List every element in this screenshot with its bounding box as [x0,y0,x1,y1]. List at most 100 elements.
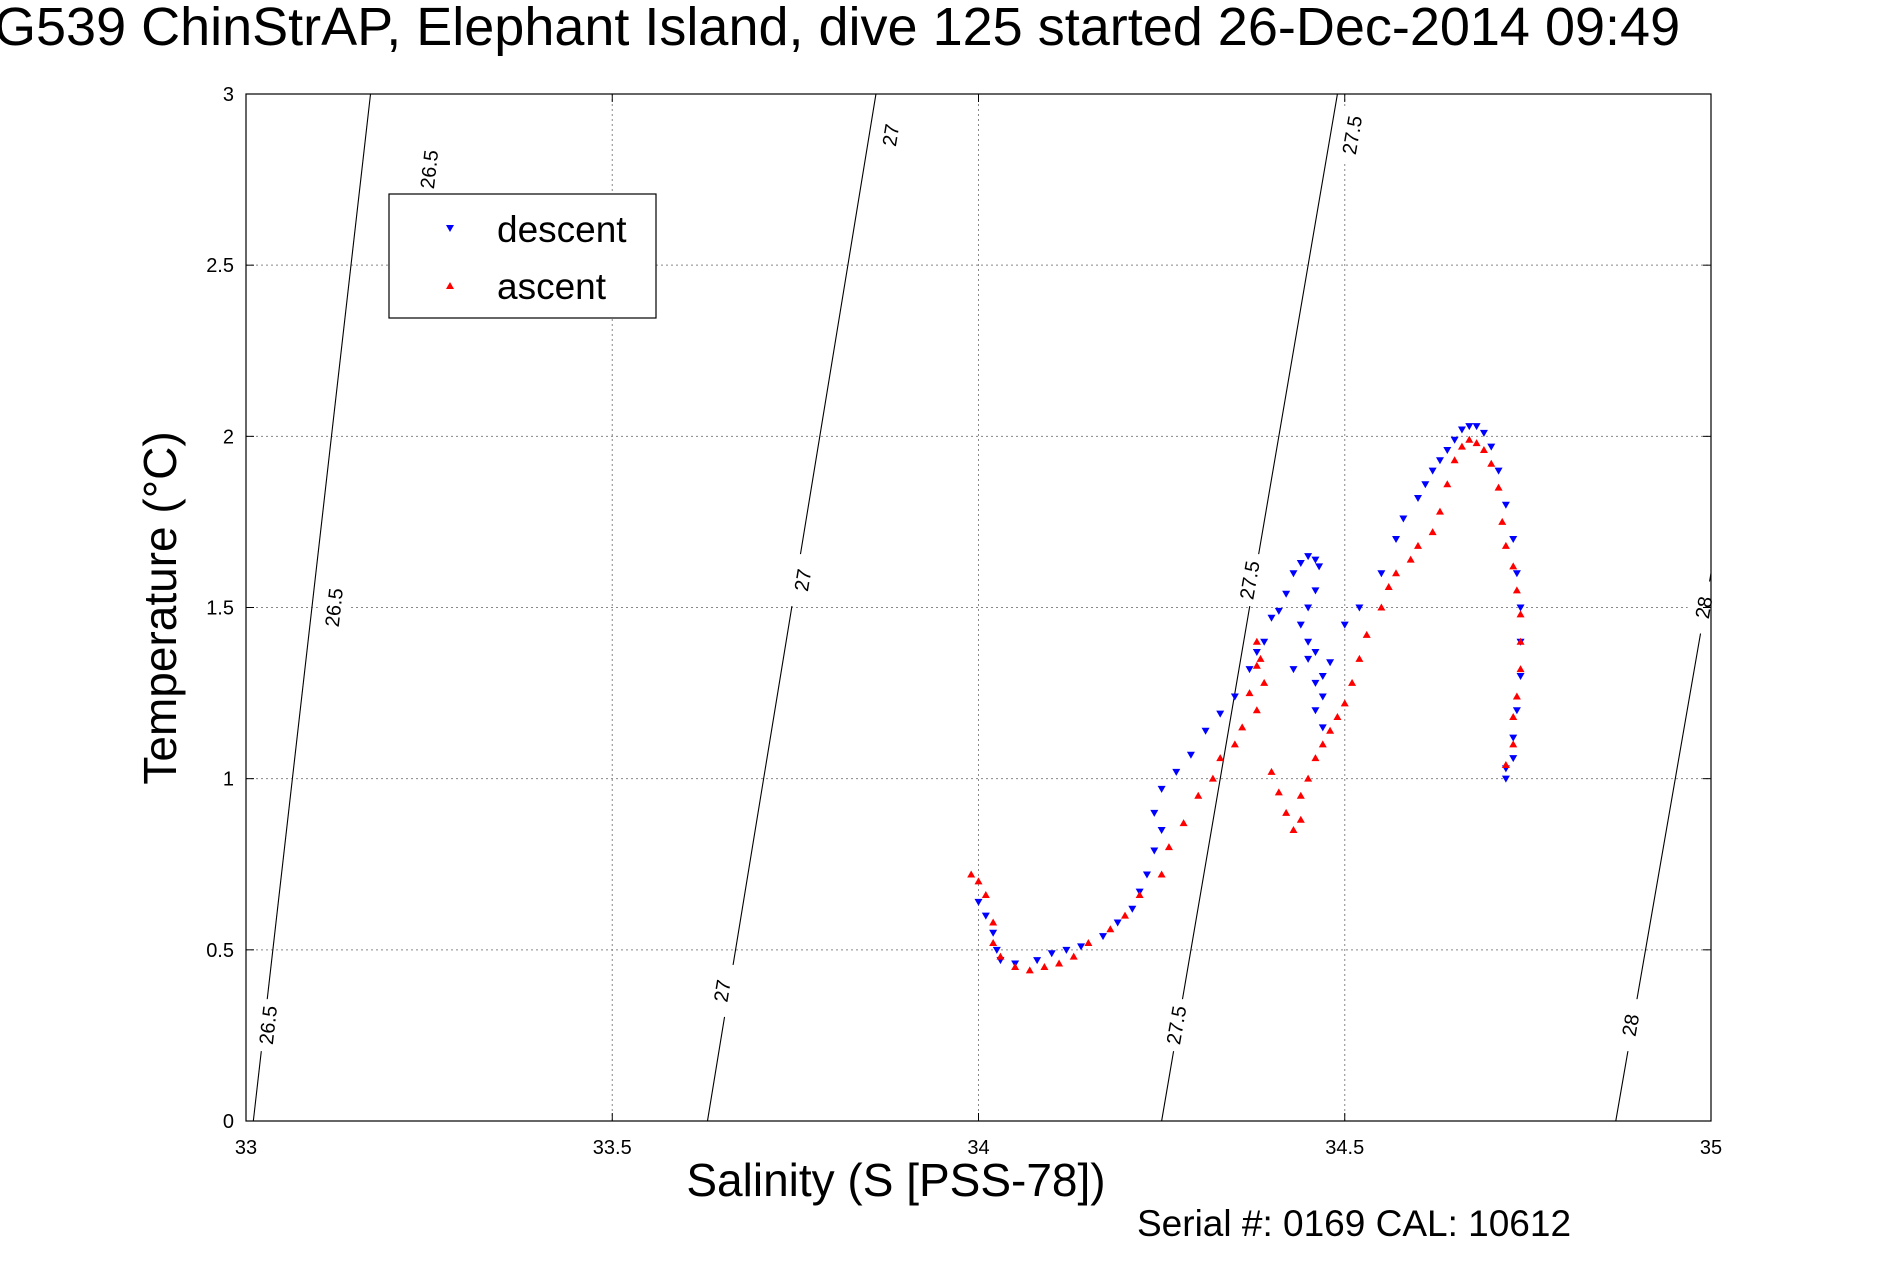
descent-point [1457,426,1466,434]
ascent-point [1318,740,1327,748]
descent-point [1443,447,1452,455]
ascent-point [1282,808,1291,816]
descent-point [1472,423,1481,431]
ascent-point [1194,791,1203,799]
x-tick-label: 34 [967,1137,989,1159]
descent-point [1062,946,1071,954]
descent-point [1304,638,1313,646]
ascent-point [1252,706,1261,714]
ascent-point [1164,843,1173,851]
ascent-point [1348,678,1357,686]
descent-point [1311,679,1320,687]
contour-label: 26.5 [322,587,348,628]
ascent-point [1106,925,1115,933]
descent-point [1296,559,1305,567]
descent-point [1186,751,1195,759]
descent-point [1516,672,1525,680]
legend-ascent-label: ascent [497,266,607,307]
data-points [967,423,1525,974]
ascent-point [1443,480,1452,488]
ascent-point [1304,774,1313,782]
x-tick-label: 33 [235,1137,257,1159]
axis-ticks: 33 33.5 34 34.5 35 0 0.5 1 1.5 2 2.5 3 [206,84,1722,1159]
descent-point [1414,494,1422,502]
ascent-point [1457,442,1466,450]
contour-label-bg [1233,554,1266,607]
descent-point [1296,621,1305,629]
ascent-point [1055,959,1064,967]
descent-point [1304,655,1313,663]
descent-point [1340,621,1349,629]
ascent-point [989,918,998,926]
descent-point [1267,614,1276,622]
ascent-point [1509,562,1518,570]
descent-point [989,929,998,937]
descent-point [1216,710,1225,718]
ascent-point [1512,692,1521,700]
y-tick-label: 0 [223,1111,234,1133]
descent-point [1150,847,1159,855]
contour-label-bg [413,143,446,196]
descent-point [1494,467,1503,475]
ascent-point [1084,938,1093,946]
ascent-point [1479,446,1488,454]
y-tick-label: 0.5 [206,940,234,962]
descent-point [1172,768,1181,776]
contour-label: 27 [710,978,735,1004]
ascent-point [1252,661,1261,669]
descent-point [1311,707,1320,715]
contour-label: 27 [791,568,816,594]
ascent-point [1238,723,1247,731]
descent-point [1428,467,1437,475]
ascent-point [1311,754,1320,762]
descent-point [1421,481,1430,489]
ascent-point [1377,603,1386,611]
ascent-point [1289,826,1298,834]
x-axis-label: Salinity (S [PSS-78]) [686,1154,1105,1206]
ascent-point [1450,456,1459,464]
ascent-point [967,870,976,878]
legend-descent-label: descent [497,209,627,250]
ascent-point [1274,788,1283,796]
ascent-point [1256,654,1265,662]
ascent-point [1340,699,1349,707]
ascent-point [1230,740,1239,748]
descent-point [1465,423,1474,431]
descent-point [1512,707,1521,715]
descent-point [1289,666,1298,674]
descent-point [1201,727,1210,735]
y-tick-label: 3 [223,84,234,106]
ascent-point [1208,774,1217,782]
descent-point [1318,724,1327,732]
ascent-point [1494,483,1503,491]
descent-point [1516,604,1525,612]
descent-point [1304,553,1313,561]
ascent-point [1267,767,1276,775]
contour-label: 27 [879,122,904,148]
descent-point [1355,604,1364,612]
x-tick-label: 35 [1700,1137,1722,1159]
descent-point [1274,607,1283,615]
contour-line [1161,93,1338,1122]
ascent-point [1040,962,1049,970]
y-tick-label: 1.5 [206,598,234,620]
contour-label: 26.5 [417,149,443,190]
descent-point [1047,950,1056,958]
ascent-point [974,877,983,885]
ascent-point [1362,630,1371,638]
descent-point [1479,429,1488,437]
descent-point [1260,638,1269,646]
ascent-point [1501,541,1510,549]
ascent-point [1245,689,1254,697]
legend-box [388,193,657,319]
legend: descent ascent [388,193,657,319]
descent-point [992,946,1001,954]
ascent-point [996,952,1005,960]
contour-label-bg [1614,999,1647,1052]
ascent-point [1025,966,1034,974]
ascent-point [1487,459,1496,467]
contour-line [252,93,372,1122]
descent-point [1289,570,1298,578]
ascent-point [1121,911,1129,919]
contour-label: 26.5 [256,1005,282,1046]
